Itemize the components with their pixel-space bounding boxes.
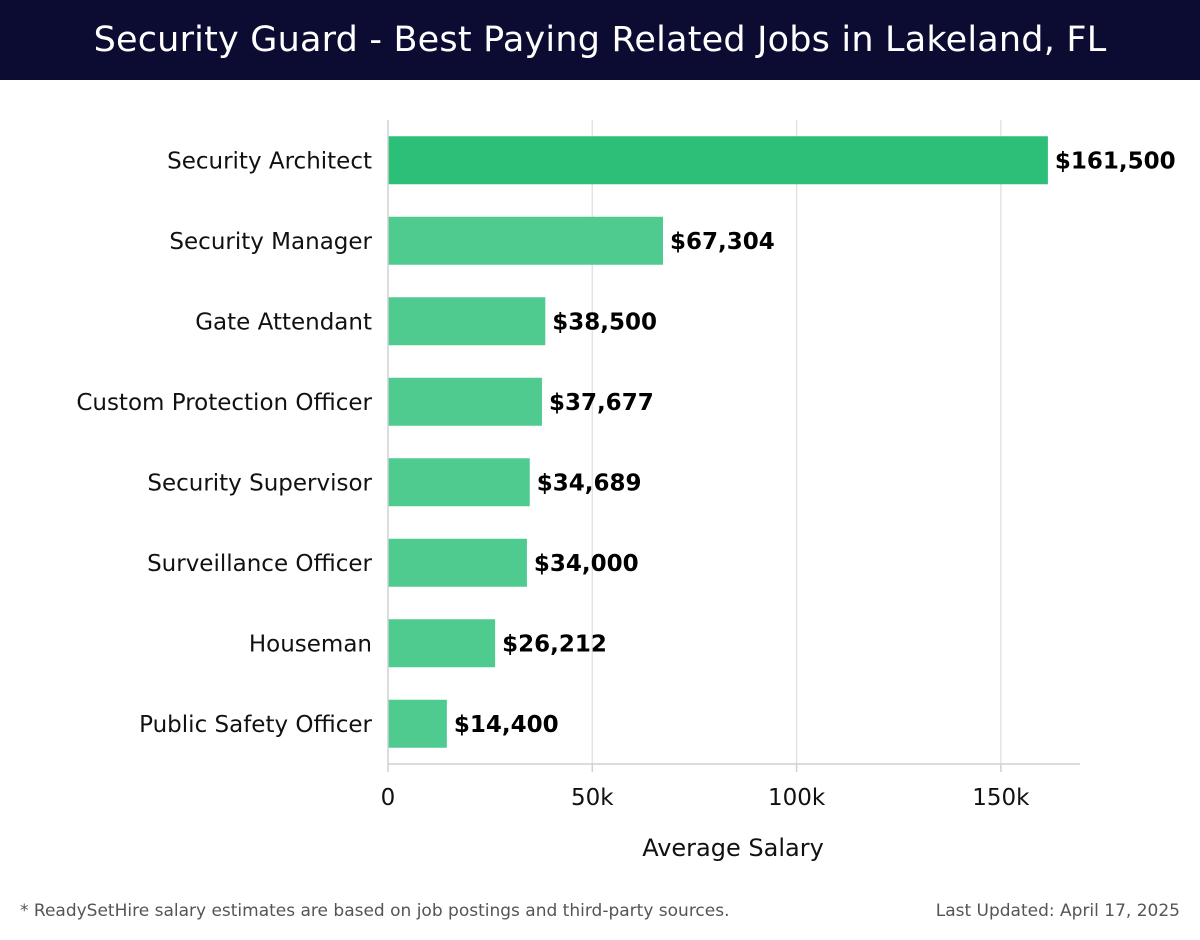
x-tick-label: 0: [381, 785, 396, 811]
category-label: Security Supervisor: [147, 470, 372, 496]
category-label: Custom Protection Officer: [76, 390, 372, 416]
header-banner: Security Guard - Best Paying Related Job…: [0, 0, 1200, 80]
category-label: Public Safety Officer: [139, 712, 372, 738]
bar: [388, 136, 1048, 185]
x-tick-label: 100k: [768, 785, 826, 811]
salary-bar-chart: Security Architect Security Manager Gate A…: [76, 120, 1176, 862]
value-label: $67,304: [670, 229, 775, 255]
value-label: $26,212: [502, 631, 607, 657]
category-label: Houseman: [249, 631, 372, 657]
bar: [388, 297, 546, 346]
value-label: $34,689: [537, 470, 642, 496]
bar: [388, 538, 527, 587]
value-labels: $161,500 $67,304 $38,500 $37,677 $34,689 $34,…: [454, 148, 1176, 738]
page-title: Security Guard - Best Paying Related Job…: [93, 20, 1107, 60]
value-label: $14,400: [454, 712, 559, 738]
category-label: Surveillance Officer: [147, 551, 372, 577]
category-label: Security Manager: [169, 229, 372, 255]
last-updated: Last Updated: April 17, 2025: [935, 901, 1180, 921]
value-label: $38,500: [552, 309, 657, 335]
value-label: $34,000: [534, 551, 639, 577]
category-labels: Security Architect Security Manager Gate A…: [76, 148, 372, 738]
bar: [388, 619, 496, 668]
x-tick-label: 150k: [972, 785, 1030, 811]
category-label: Security Architect: [167, 148, 372, 174]
footer-note: * ReadySetHire salary estimates are base…: [20, 901, 730, 921]
x-tick-label: 50k: [571, 785, 614, 811]
grid-lines: [591, 120, 1002, 764]
value-label: $37,677: [549, 390, 654, 416]
x-axis: 0 50k 100k 150k: [381, 120, 1080, 811]
bar: [388, 458, 530, 507]
category-label: Gate Attendant: [195, 309, 372, 335]
bar: [388, 377, 542, 426]
x-axis-title: Average Salary: [642, 834, 824, 862]
bars: [388, 136, 1048, 748]
bar: [388, 699, 447, 748]
bar: [388, 216, 664, 265]
value-label: $161,500: [1055, 148, 1176, 174]
